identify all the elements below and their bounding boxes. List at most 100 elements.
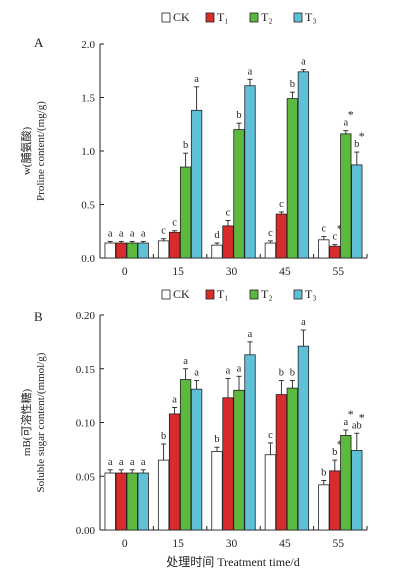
significance-label: a (141, 457, 146, 468)
bar (104, 472, 116, 531)
y-tick-label: 0.00 (76, 525, 96, 537)
bar (179, 166, 192, 259)
significance-label: a (343, 118, 348, 129)
significance-label: c (268, 430, 273, 441)
significance-label: a (248, 329, 253, 340)
legend-label: T₃ (305, 10, 317, 24)
bar (190, 388, 203, 531)
significance-label: a (108, 457, 113, 468)
legend-swatch (293, 289, 303, 300)
significance-label: b (183, 140, 188, 151)
significance-label: a (119, 228, 124, 239)
legend-swatch (249, 12, 259, 23)
legend-swatch (161, 289, 171, 300)
significance-label: a (194, 74, 199, 85)
bar (115, 472, 127, 531)
legend-swatch (293, 12, 303, 23)
significance-label: c (321, 224, 326, 235)
bar (126, 242, 138, 259)
significance-label: a (248, 66, 253, 77)
bar (286, 98, 299, 259)
significance-label: b (290, 368, 295, 379)
bar (233, 389, 245, 531)
y-tick-label: 2.0 (81, 39, 95, 51)
significance-star: * (348, 108, 354, 122)
significance-label: a (183, 356, 188, 367)
bar (104, 242, 116, 259)
panel-label: A (34, 35, 44, 50)
significance-star: * (337, 437, 343, 451)
x-tick-label: 0 (122, 266, 128, 278)
x-tick-label: 0 (122, 538, 128, 550)
bar (233, 129, 245, 259)
bar (286, 387, 299, 531)
legend-swatch (205, 289, 215, 300)
x-tick-label: 45 (279, 266, 291, 278)
significance-label: b (236, 110, 241, 121)
legend-label: CK (173, 10, 190, 24)
significance-star: * (348, 407, 354, 421)
x-tick-label: 55 (333, 538, 345, 550)
significance-star: * (359, 410, 365, 424)
significance-label: a (237, 363, 242, 374)
legend-label: T₂ (261, 287, 273, 301)
legend-swatch (249, 289, 259, 300)
legend-label: T₃ (305, 287, 317, 301)
significance-label: a (119, 457, 124, 468)
significance-star: * (337, 222, 343, 236)
y-axis-title: Proline content/(mg/g) (35, 101, 47, 201)
bar (264, 242, 277, 259)
bar (351, 450, 363, 531)
y-tick-label: 0.15 (76, 364, 96, 376)
bar (244, 85, 256, 259)
bar (318, 484, 330, 531)
legend-label: T₁ (217, 287, 229, 301)
x-tick-label: 30 (226, 538, 238, 550)
bar (211, 244, 223, 259)
significance-label: b (332, 447, 337, 458)
significance-label: d (214, 230, 220, 241)
significance-label: a (301, 57, 306, 68)
bar (275, 394, 288, 531)
bar (340, 434, 352, 531)
bar (329, 470, 341, 531)
significance-label: a (141, 228, 146, 239)
y-tick-label: 0.05 (76, 471, 96, 483)
panel-b: CK T₁ T₂ T₃ BmB(可溶性糖) Soluble sugar content/(… (19, 287, 368, 550)
x-tick-label: 45 (279, 538, 291, 550)
y-tick-label: 0.5 (81, 200, 95, 212)
bar (222, 225, 234, 259)
bar (318, 239, 330, 259)
legend-swatch (161, 12, 171, 23)
significance-label: a (172, 394, 177, 405)
significance-label: c (332, 232, 337, 243)
legend: CK T₁ T₂ T₃ (161, 287, 317, 301)
bar (297, 71, 310, 259)
bar (244, 354, 256, 531)
x-tick-label: 55 (333, 266, 345, 278)
significance-label: c (279, 199, 284, 210)
bar (264, 454, 277, 531)
legend-label: T₂ (261, 10, 273, 24)
significance-label: b (214, 434, 219, 445)
bar (137, 472, 149, 531)
bar (126, 472, 138, 531)
x-tick-label: 15 (172, 538, 184, 550)
bar (190, 109, 203, 259)
significance-label: a (301, 317, 306, 328)
y-tick-label: 0.0 (81, 253, 95, 265)
y-tick-label: 0.10 (76, 418, 96, 430)
bar (137, 242, 149, 259)
bar (340, 133, 352, 259)
panel-a: CK T₁ T₂ T₃ Aw(脯氨酸) Proline content/(mg/g) 0.0… (19, 10, 368, 278)
bar (351, 164, 363, 259)
significance-label: b (161, 431, 166, 442)
significance-label: a (108, 228, 113, 239)
y-axis-title-cn: w(脯氨酸) (19, 127, 33, 176)
y-axis-title: Soluble sugar content/(mmol/g) (35, 352, 47, 492)
panel-label: B (34, 309, 43, 324)
legend: CK T₁ T₂ T₃ (161, 10, 317, 24)
bar (168, 231, 181, 259)
bar (211, 451, 223, 531)
